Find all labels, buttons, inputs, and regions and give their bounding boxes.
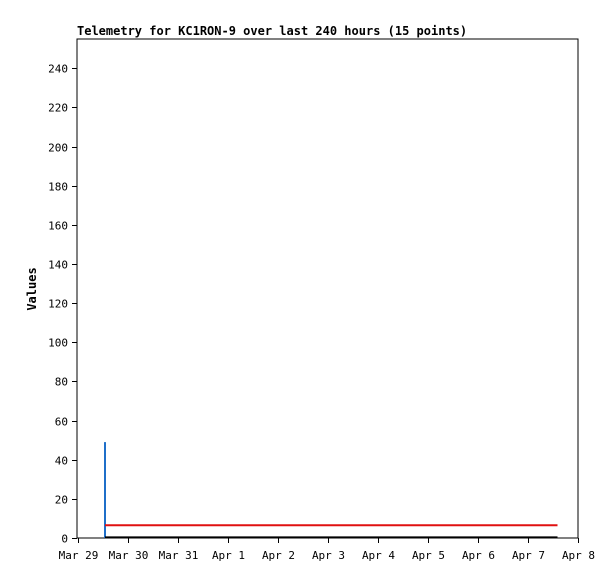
x-tick-label: Apr 4 [362,549,395,562]
x-tick-label: Apr 2 [262,549,295,562]
x-tick-label: Apr 6 [462,549,495,562]
y-axis-label: Values [25,267,39,310]
x-tick-label: Apr 3 [312,549,345,562]
x-tick-label: Mar 31 [159,549,199,562]
y-tick-label: 100 [48,337,68,350]
y-tick-label: 240 [48,63,68,76]
y-tick-label: 180 [48,181,68,194]
y-tick-label: 0 [61,533,68,546]
x-tick-label: Apr 5 [412,549,445,562]
x-tick-label: Apr 7 [512,549,545,562]
y-tick-label: 160 [48,220,68,233]
chart-title: Telemetry for KC1RON-9 over last 240 hou… [77,24,467,38]
x-tick-label: Mar 29 [59,549,99,562]
data-series [104,442,558,539]
y-tick-label: 220 [48,102,68,115]
y-axis: 0 20 40 60 80 100 120 140 160 180 200 220 240 [48,63,77,546]
x-tick-label: Apr 1 [212,549,245,562]
y-tick-label: 40 [55,455,68,468]
x-tick-label: Mar 30 [109,549,149,562]
x-axis: Mar 29 Mar 30 Mar 31 Apr 1 Apr 2 Apr 3 Apr 4 Ap… [59,538,595,562]
y-tick-label: 80 [55,376,68,389]
y-tick-label: 20 [55,494,68,507]
y-tick-label: 140 [48,259,68,272]
y-tick-label: 60 [55,416,68,429]
x-tick-label: Apr 8 [562,549,595,562]
plot-frame [76,38,579,539]
y-tick-label: 120 [48,298,68,311]
y-tick-label: 200 [48,142,68,155]
